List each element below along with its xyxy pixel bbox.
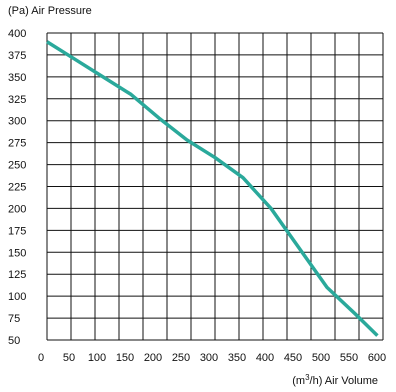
x-tick-label: 100 (88, 352, 106, 364)
x-tick-label: 400 (256, 352, 274, 364)
y-tick-label: 250 (8, 160, 26, 172)
y-tick-label: 75 (8, 313, 20, 325)
x-tick-label: 250 (172, 352, 190, 364)
series-layer (46, 40, 379, 337)
y-tick-label: 200 (8, 203, 26, 215)
x-tick-label: 550 (340, 352, 358, 364)
y-tick-label: 225 (8, 182, 26, 194)
x-tick-label: 50 (63, 352, 75, 364)
series-line (46, 40, 379, 337)
x-tick-label: 0 (38, 352, 44, 364)
x-tick-label: 500 (312, 352, 330, 364)
y-tick-label: 325 (8, 94, 26, 106)
x-tick-label: 600 (368, 352, 386, 364)
y-tick-label: 150 (8, 247, 26, 259)
y-tick-label: 50 (8, 335, 20, 347)
y-tick-label: 375 (8, 50, 26, 62)
y-tick-label: 125 (8, 269, 26, 281)
y-axis-title: (Pa) Air Pressure (8, 5, 92, 17)
x-tick-labels: 0 50 100 150 200 250 300 350 400 450 500 550 600 (38, 352, 386, 364)
y-tick-label: 400 (8, 28, 26, 40)
x-tick-label: 300 (200, 352, 218, 364)
x-tick-label: 150 (116, 352, 134, 364)
y-tick-label: 275 (8, 138, 26, 150)
y-tick-label: 350 (8, 72, 26, 84)
y-tick-label: 175 (8, 225, 26, 237)
y-tick-label: 100 (8, 291, 26, 303)
x-tick-label: 450 (284, 352, 302, 364)
y-tick-label: 300 (8, 116, 26, 128)
x-tick-label: 200 (144, 352, 162, 364)
x-tick-label: 350 (228, 352, 246, 364)
x-axis-title: (m3/h) Air Volume (292, 373, 378, 388)
y-tick-labels: 50 75 100 125 150 175 200 225 250 275 300 325 350 375… (8, 28, 26, 347)
grid (46, 32, 384, 341)
